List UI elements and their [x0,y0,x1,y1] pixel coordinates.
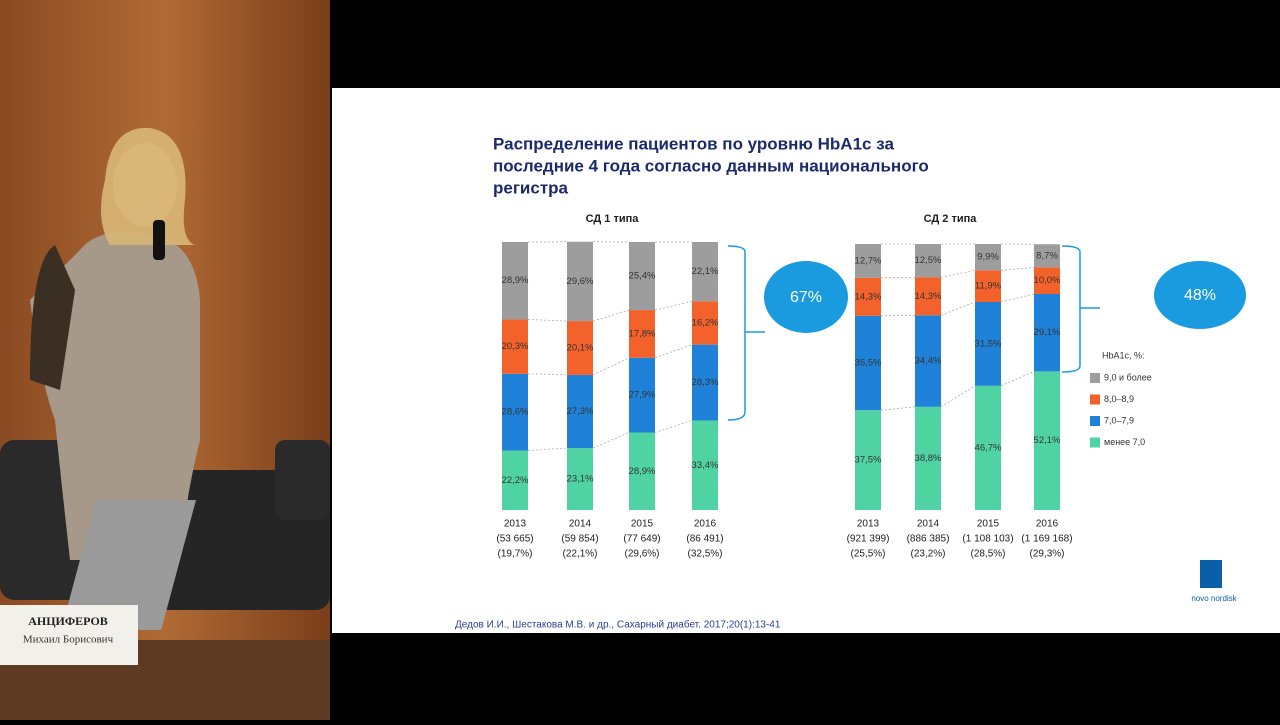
title-line: Распределение пациентов по уровню HbA1c … [493,134,894,153]
category-share: (19,7%) [497,549,532,560]
data-label: 38,8% [915,453,942,464]
data-label: 12,7% [855,255,882,266]
data-label: 11,9% [975,281,1002,292]
category-share: (23,2%) [910,549,945,560]
x-tick-label: 2013 [504,519,527,530]
category-share: (25,5%) [850,549,885,560]
legend-label: 7,0–7,9 [1104,415,1134,425]
chart-title: СД 1 типа [586,213,640,225]
data-label: 52,1% [1034,435,1061,446]
data-label: 17,8% [629,328,656,339]
data-label: 12,5% [915,255,942,266]
legend-label: 8,0–8,9 [1104,394,1134,404]
legend-swatch [1090,416,1100,426]
annotation: 67% [790,289,822,306]
data-label: 28,9% [629,466,656,477]
logo-icon [1200,560,1222,588]
nameplate-subtitle: Михаил Борисович [23,634,114,646]
category-share: (29,6%) [624,549,659,560]
category-count: (921 399) [847,534,890,545]
citation: Дедов И.И., Шестакова М.В. и др., Сахарн… [455,619,781,631]
data-label: 28,9% [502,275,529,286]
data-label: 37,5% [855,455,882,466]
x-tick-label: 2014 [569,519,592,530]
data-label: 46,7% [975,442,1002,453]
data-label: 14,3% [855,291,882,302]
data-label: 14,3% [915,291,942,302]
chair [275,440,330,520]
data-label: 16,2% [692,317,719,328]
microphone [153,220,165,260]
logo-text: novo nordisk [1191,594,1237,603]
data-label: 29,6% [567,276,594,287]
data-label: 35,5% [855,358,882,369]
legend-swatch [1090,373,1100,383]
legend-title: HbA1c, %: [1102,350,1145,360]
legend-label: 9,0 и более [1104,372,1152,382]
legend-swatch [1090,438,1100,448]
category-count: (86 491) [686,534,723,545]
legend-swatch [1090,395,1100,405]
category-count: (77 649) [623,534,660,545]
data-label: 29,1% [1034,327,1061,338]
category-count: (1 169 168) [1021,534,1072,545]
category-share: (32,5%) [687,549,722,560]
data-label: 9,9% [977,252,999,263]
data-label: 27,9% [629,390,656,401]
connector [881,277,915,278]
category-count: (1 108 103) [962,534,1013,545]
category-count: (59 854) [561,534,598,545]
data-label: 31,5% [975,338,1002,349]
data-label: 23,1% [567,474,594,485]
data-label: 20,3% [502,341,529,352]
data-label: 8,7% [1036,250,1058,261]
data-label: 22,1% [692,266,719,277]
data-label: 10,0% [1034,275,1061,286]
x-tick-label: 2015 [977,519,1000,530]
nameplate-name: АНЦИФЕРОВ [28,614,108,628]
legend-label: менее 7,0 [1104,437,1145,447]
category-share: (29,3%) [1029,549,1064,560]
category-share: (28,5%) [970,549,1005,560]
data-label: 20,1% [567,343,594,354]
category-count: (886 385) [907,534,950,545]
title-line: регистра [493,178,569,197]
x-tick-label: 2013 [857,519,880,530]
chart-title: СД 2 типа [924,213,978,225]
annotation: 48% [1184,287,1216,304]
data-label: 34,4% [915,356,942,367]
data-label: 33,4% [692,460,719,471]
x-tick-label: 2016 [1036,519,1059,530]
data-label: 27,3% [567,406,594,417]
category-share: (22,1%) [562,549,597,560]
data-label: 28,6% [502,407,529,418]
category-count: (53 665) [496,534,533,545]
x-tick-label: 2016 [694,519,717,530]
data-label: 25,4% [629,271,656,282]
title-line: последние 4 года согласно данным национа… [493,156,929,175]
x-tick-label: 2015 [631,519,654,530]
data-label: 22,2% [502,475,529,486]
data-label: 28,3% [692,377,719,388]
x-tick-label: 2014 [917,519,940,530]
connector [881,315,915,316]
